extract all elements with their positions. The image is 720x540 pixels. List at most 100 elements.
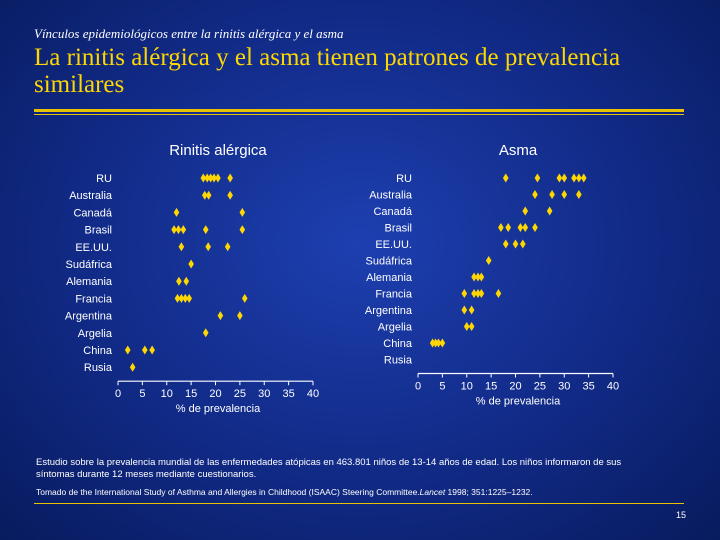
data-point: [171, 225, 177, 235]
data-point: [124, 345, 131, 355]
data-point: [241, 293, 248, 303]
data-point: [183, 276, 190, 286]
source-citation: Tomado de the International Study of Ast…: [36, 487, 686, 497]
x-tick-label: 15: [185, 388, 197, 400]
category-label: Canadá: [73, 207, 112, 219]
data-point: [532, 223, 538, 232]
data-point: [176, 276, 182, 286]
data-point: [429, 338, 436, 348]
data-point: [517, 223, 524, 232]
data-point: [502, 173, 509, 183]
data-point: [478, 272, 485, 282]
data-point: [202, 328, 209, 338]
data-point: [173, 207, 180, 217]
x-tick-label: 20: [509, 381, 521, 393]
data-point: [224, 242, 231, 252]
data-point: [439, 338, 446, 348]
data-point: [561, 173, 568, 183]
x-tick-label: 35: [583, 381, 595, 393]
x-tick-label: 25: [234, 388, 246, 400]
category-label: Brasil: [384, 223, 412, 235]
category-label: EE.UU.: [375, 239, 412, 251]
category-label: EE.UU.: [75, 242, 112, 254]
x-tick-label: 15: [485, 381, 497, 393]
data-point: [227, 190, 233, 200]
category-label: Alemania: [66, 276, 113, 288]
x-tick-label: 35: [283, 388, 295, 400]
data-point: [239, 207, 246, 217]
category-label: Francia: [75, 293, 113, 305]
category-label: Argelia: [78, 328, 113, 340]
data-point: [182, 293, 189, 303]
data-point: [201, 190, 208, 200]
data-point: [556, 173, 563, 183]
category-label: Francia: [375, 289, 413, 301]
data-point: [580, 173, 587, 183]
data-point: [461, 305, 468, 315]
data-point: [432, 338, 439, 348]
data-point: [149, 345, 155, 355]
data-point: [435, 338, 442, 348]
data-point: [200, 173, 207, 183]
x-tick-label: 0: [115, 388, 121, 400]
data-point: [512, 239, 519, 249]
data-point: [463, 322, 470, 331]
data-point: [502, 239, 509, 249]
category-label: RU: [96, 173, 112, 185]
data-point: [495, 289, 502, 298]
category-label: Argentina: [65, 311, 113, 323]
category-label: Rusia: [84, 362, 113, 374]
data-point: [576, 190, 582, 199]
x-tick-label: 10: [461, 381, 473, 393]
data-point: [217, 311, 224, 321]
category-label: Australia: [69, 190, 113, 202]
slide-title: La rinitis alérgica y el asma tienen pat…: [34, 44, 621, 98]
data-point: [129, 362, 136, 372]
category-label: China: [83, 345, 113, 357]
data-point: [571, 173, 577, 183]
data-point: [188, 259, 194, 269]
category-label: Argentina: [365, 305, 413, 317]
data-point: [561, 190, 568, 199]
data-point: [478, 289, 485, 298]
x-axis-label: % de prevalencia: [176, 403, 261, 415]
data-point: [178, 242, 185, 252]
category-label: Sudáfrica: [366, 256, 413, 268]
title-divider-thick: [34, 109, 684, 112]
data-point: [461, 289, 468, 298]
data-point: [475, 289, 481, 298]
chart-title: Asma: [499, 142, 538, 159]
source-text: Tomado de the International Study of Ast…: [36, 487, 420, 497]
data-point: [202, 225, 209, 235]
data-point: [471, 272, 477, 282]
data-point: [227, 173, 233, 183]
data-point: [534, 173, 541, 183]
data-point: [205, 190, 212, 200]
category-label: China: [383, 338, 413, 350]
data-point: [522, 223, 529, 232]
category-label: Canadá: [373, 206, 412, 218]
category-label: RU: [396, 173, 412, 185]
x-tick-label: 40: [607, 381, 619, 393]
x-tick-label: 5: [139, 388, 145, 400]
data-point: [532, 190, 538, 199]
data-point: [142, 345, 148, 355]
data-point: [546, 206, 553, 216]
x-tick-label: 10: [161, 388, 173, 400]
data-point: [468, 322, 475, 331]
data-point: [175, 225, 182, 235]
data-point: [186, 293, 192, 303]
journal-name: Lancet: [419, 487, 446, 497]
page-number: 15: [675, 510, 686, 520]
prevalence-charts: Rinitis alérgica RU Australia Canadá Brasil E…: [65, 142, 619, 415]
x-tick-label: 25: [534, 381, 546, 393]
x-tick-label: 30: [258, 388, 270, 400]
citation-details: 1998; 351:1225–1232.: [445, 487, 533, 497]
data-point: [205, 242, 211, 252]
category-label: Argelia: [378, 322, 413, 334]
data-point: [215, 173, 221, 183]
data-point: [204, 173, 211, 183]
x-axis-label: % de prevalencia: [476, 396, 561, 408]
x-tick-label: 5: [439, 381, 445, 393]
chart-title: Rinitis alérgica: [169, 142, 267, 159]
